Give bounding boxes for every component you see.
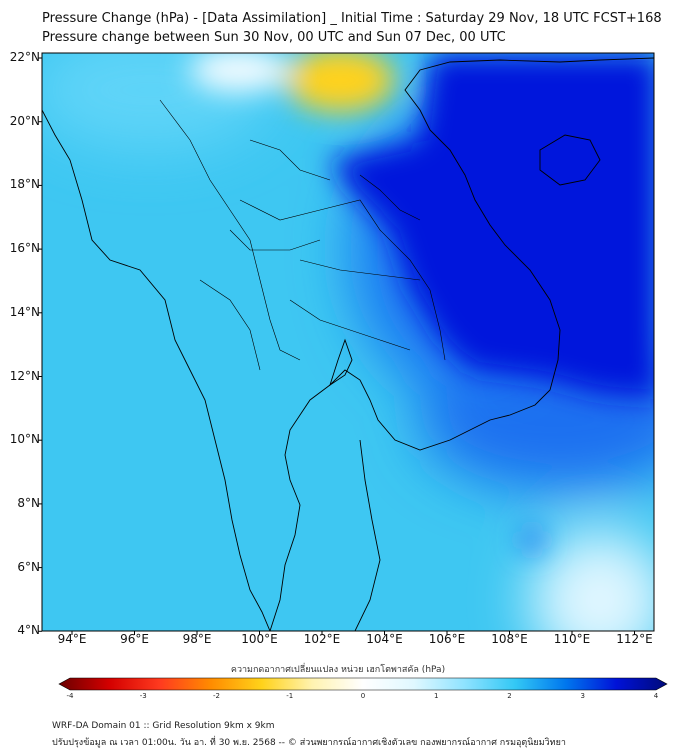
map-frame	[41, 52, 655, 632]
axis-ticks	[38, 57, 635, 635]
field-negative-north	[285, 53, 395, 112]
colorbar	[58, 677, 668, 691]
peninsula-east	[354, 439, 381, 631]
border-4	[199, 279, 261, 371]
chart-subtitle: Pressure change between Sun 30 Nov, 00 U…	[42, 30, 506, 45]
border-8	[359, 174, 421, 221]
lat-label: 18°N	[9, 177, 40, 192]
lat-label: 10°N	[9, 432, 40, 447]
hainan-island	[539, 134, 601, 186]
field-strong-positive	[330, 53, 654, 400]
colorbar-bar	[58, 677, 668, 691]
lat-label: 22°N	[9, 50, 40, 64]
colorbar-label: ความกดอากาศเปลี่ยนแปลง หน่วย เฮกโตพาสคัล…	[230, 665, 446, 675]
gulf-shore	[329, 338, 353, 387]
pressure-change-map	[38, 52, 655, 635]
border-7	[249, 139, 331, 181]
lon-label: 94°E	[57, 632, 87, 646]
borders	[159, 99, 446, 371]
colorbar-tick-label: -1	[286, 692, 294, 700]
lon-label: 96°E	[120, 632, 149, 646]
lat-label: 4°N	[17, 623, 40, 638]
border-5	[289, 299, 411, 351]
coastline-west	[42, 109, 271, 631]
colorbar-tick-label: 3	[580, 692, 585, 700]
border-6	[229, 229, 321, 251]
colorbar-tick-label: -4	[66, 692, 74, 700]
lon-label: 102°E	[303, 632, 341, 646]
lat-label: 20°N	[9, 113, 40, 128]
colorbar-tick-label: 0	[360, 692, 366, 700]
colorbar-tick-label: 4	[653, 692, 659, 700]
lat-label: 14°N	[9, 304, 40, 319]
map-field	[42, 53, 654, 631]
lat-label: 12°N	[9, 368, 40, 383]
lat-label: 8°N	[17, 495, 40, 510]
chart-title: Pressure Change (hPa) - [Data Assimilati…	[42, 11, 662, 26]
footer-domain: WRF-DA Domain 01 :: Grid Resolution 9km …	[52, 721, 275, 731]
coastlines	[42, 57, 654, 631]
colorbar-tick-label: 2	[507, 692, 512, 700]
lon-label: 104°E	[366, 632, 403, 646]
coastline-east	[269, 57, 654, 631]
border-2	[239, 199, 446, 361]
field-pale-southeast	[530, 530, 654, 631]
lon-label: 100°E	[241, 632, 278, 646]
field-blue-spot	[520, 528, 544, 552]
colorbar-tick-label: -3	[139, 692, 147, 700]
lon-label: 112°E	[616, 632, 653, 646]
border-1	[159, 99, 301, 361]
border-3	[299, 259, 421, 281]
lat-label: 6°N	[17, 559, 40, 574]
colorbar-tick-label: 1	[434, 692, 439, 700]
lat-label: 16°N	[9, 241, 40, 256]
field-near-zero-north	[190, 53, 290, 92]
footer-credit: ปรับปรุงข้อมูล ณ เวลา 01:00น. วัน อา. ที…	[52, 738, 566, 748]
lon-label: 108°E	[491, 632, 528, 646]
lon-label: 106°E	[428, 632, 466, 646]
lon-label: 98°E	[182, 632, 212, 646]
lon-label: 110°E	[553, 632, 591, 646]
colorbar-tick-label: -2	[213, 692, 220, 700]
